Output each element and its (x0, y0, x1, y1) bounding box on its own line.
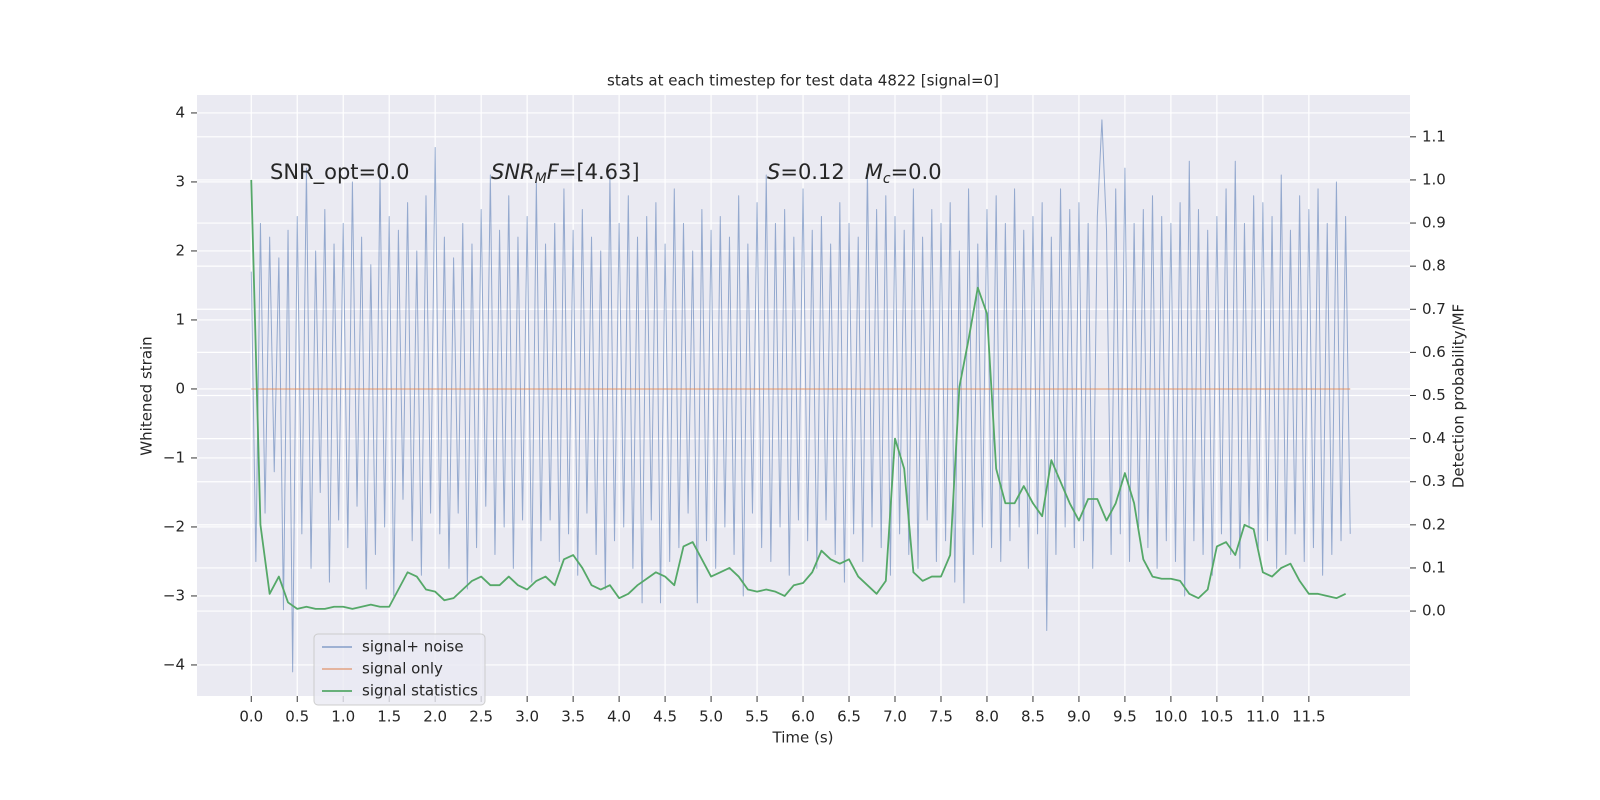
y2-tick-label: 0.0 (1422, 602, 1446, 620)
annotation-part: SNR (491, 160, 535, 184)
axes: 0.0 0.5 1.0 1.5 2.0 2.5 3.0 3.5 4.0 4.5 5.0 5.5 6.0 6… (163, 103, 1446, 725)
x-tick-label: 9.5 (1113, 708, 1137, 726)
chart-title: stats at each timestep for test data 482… (607, 72, 999, 90)
x-tick-label: 7.5 (929, 708, 953, 726)
y2-tick-label: 0.4 (1422, 429, 1446, 447)
y2-tick-label: 0.6 (1422, 343, 1446, 361)
x-tick-label: 2.0 (423, 708, 447, 726)
y2-axis-label: Detection probability/MF (1450, 304, 1468, 488)
x-axis-label: Time (s) (772, 729, 834, 747)
grid (197, 95, 1410, 696)
y2-tick-label: 1.1 (1422, 127, 1446, 145)
annotation-part: c (883, 171, 891, 187)
legend: signal+ noise signal only signal statistic… (313, 633, 486, 706)
x-tick-label: 4.0 (607, 708, 631, 726)
legend-box (313, 633, 486, 706)
annotation: SNR_opt=0.0 (270, 160, 410, 185)
annotation: SNRMF=[4.63] (491, 160, 640, 187)
x-tick-label: 11.5 (1292, 708, 1325, 726)
y2-tick-label: 0.7 (1422, 300, 1446, 318)
y-tick-label: 3 (175, 172, 185, 190)
x-tick-label: 2.5 (469, 708, 493, 726)
y-tick-label: 2 (175, 241, 185, 259)
annotation-part: F (547, 160, 560, 184)
y-tick-label: 1 (175, 310, 185, 328)
y2-tick-label: 0.5 (1422, 386, 1446, 404)
annotation-part: S (767, 160, 780, 184)
y-tick-label: −2 (163, 517, 185, 535)
y-tick-label: −1 (163, 448, 185, 466)
x-tick-label: 6.5 (837, 708, 861, 726)
y2-tick-label: 0.8 (1422, 257, 1446, 275)
annotation-part: =[4.63] (559, 160, 640, 184)
annotation: S=0.12 Mc=0.0 (767, 160, 942, 187)
x-tick-label: 5.0 (699, 708, 723, 726)
annotation-part: M (865, 160, 883, 184)
legend-label: signal only (362, 660, 443, 678)
y-tick-label: 0 (175, 379, 185, 397)
y-tick-label: −3 (163, 586, 185, 604)
x-tick-label: 4.5 (653, 708, 677, 726)
x-tick-label: 10.5 (1200, 708, 1233, 726)
series-line (250, 179, 1347, 610)
x-tick-label: 0.5 (285, 708, 309, 726)
x-tick-label: 1.0 (331, 708, 355, 726)
x-tick-label: 1.5 (377, 708, 401, 726)
legend-label: signal+ noise (362, 638, 464, 656)
x-tick-label: 0.0 (239, 708, 263, 726)
y2-tick-label: 0.9 (1422, 214, 1446, 232)
x-tick-label: 9.0 (1067, 708, 1091, 726)
y2-tick-label: 0.1 (1422, 558, 1446, 576)
annotation-part: M (535, 171, 547, 187)
legend-label: signal statistics (362, 682, 478, 700)
y-tick-label: 4 (175, 103, 185, 121)
y2-tick-label: 0.2 (1422, 515, 1446, 533)
annotation-part: SNR_opt=0.0 (270, 160, 410, 185)
y2-tick-label: 0.3 (1422, 472, 1446, 490)
x-tick-label: 3.5 (561, 708, 585, 726)
x-tick-label: 8.5 (1021, 708, 1045, 726)
x-tick-label: 10.0 (1154, 708, 1187, 726)
annotation-part: =0.0 (891, 160, 942, 184)
annotation-part: =0.12 (780, 160, 864, 184)
x-tick-label: 11.0 (1246, 708, 1279, 726)
y-tick-label: −4 (163, 655, 185, 673)
x-tick-label: 7.0 (883, 708, 907, 726)
x-tick-label: 3.0 (515, 708, 539, 726)
y-axis-label: Whitened strain (138, 336, 156, 455)
marks: SNR_opt=0.0 SNRMF=[4.63] S=0.12 Mc=0.0 (250, 119, 1351, 673)
series-line (250, 119, 1351, 673)
y2-tick-label: 1.0 (1422, 170, 1446, 188)
x-tick-label: 5.5 (745, 708, 769, 726)
x-tick-label: 8.0 (975, 708, 999, 726)
x-tick-label: 6.0 (791, 708, 815, 726)
